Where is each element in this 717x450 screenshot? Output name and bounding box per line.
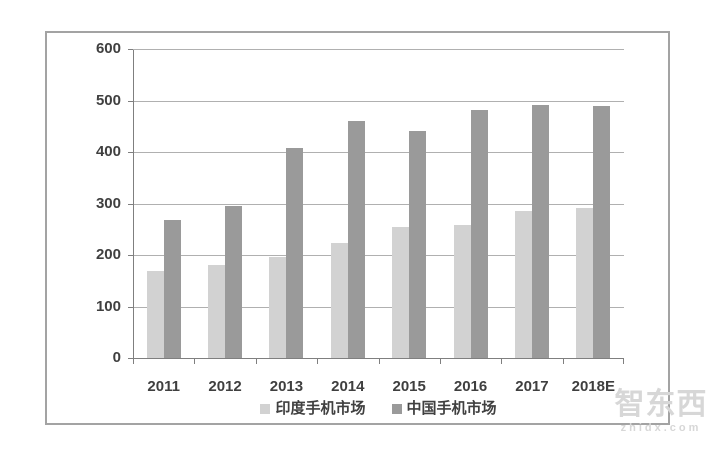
x-axis-tick-7	[563, 359, 564, 364]
bar-india-2015	[392, 227, 409, 359]
x-axis-tick-5	[440, 359, 441, 364]
bar-india-2017	[515, 211, 532, 359]
bar-india-2012	[208, 265, 225, 359]
y-axis-tick-500	[128, 100, 133, 102]
x-axis-tick-3	[317, 359, 318, 364]
bar-india-2018E	[576, 208, 593, 359]
y-axis-tick-400	[128, 152, 133, 153]
chart-container: 0 100 200 300 400 500 600 2011 2012 2013 2014 2015 2…	[45, 31, 670, 425]
legend-item-china: 中国手机市场	[391, 400, 497, 417]
india-series-swatch	[260, 404, 271, 414]
legend-label-china: 中国手机市场	[406, 400, 497, 417]
y-axis-tick-label-400: 400	[95, 143, 121, 160]
y-axis-tick-label-100: 100	[95, 297, 121, 315]
gridline-100	[133, 306, 624, 308]
y-axis-tick-label-300: 300	[95, 194, 121, 212]
x-axis-tick-4	[379, 359, 380, 364]
y-axis-line	[133, 50, 134, 364]
bar-china-2015	[409, 131, 426, 359]
bar-china-2018E	[593, 106, 610, 359]
bar-china-2017	[532, 105, 549, 359]
plot-area: 0 100 200 300 400 500 600 2011 2012 2013 2014 2015 2…	[96, 40, 624, 395]
y-axis-tick-label-200: 200	[95, 246, 121, 263]
x-axis-tick-6	[501, 359, 502, 364]
x-axis-tick-8	[623, 359, 624, 364]
x-axis-label-2011: 2011	[147, 378, 180, 395]
y-axis-tick-300	[128, 203, 133, 205]
y-axis-tick-100	[128, 306, 133, 308]
legend-item-india: 印度手机市场	[260, 400, 366, 417]
y-axis-tick-label-600: 600	[95, 40, 121, 57]
china-series-swatch	[391, 404, 402, 414]
x-axis-label-2017: 2017	[515, 378, 549, 395]
bar-china-2011	[164, 220, 181, 359]
bar-china-2013	[286, 148, 303, 359]
y-axis-tick-label-500: 500	[95, 91, 121, 109]
x-axis-tick-2	[256, 359, 257, 364]
x-axis-tick-1	[194, 359, 195, 364]
x-axis-label-2012: 2012	[208, 378, 242, 395]
y-axis-tick-200	[128, 255, 133, 256]
gridline-600	[133, 49, 624, 50]
bar-china-2016	[471, 110, 488, 359]
chart-legend: 印度手机市场 中国手机市场	[133, 401, 624, 417]
gridline-200	[133, 255, 624, 256]
x-axis-label-2015: 2015	[392, 378, 426, 395]
y-axis-tick-0	[128, 358, 133, 359]
x-axis-label-2018E: 2018E	[571, 378, 615, 395]
x-axis-label-2014: 2014	[331, 378, 365, 395]
legend-label-india: 印度手机市场	[275, 400, 366, 417]
bar-china-2012	[225, 206, 242, 359]
bar-india-2011	[147, 271, 164, 359]
bar-india-2013	[269, 257, 286, 359]
y-axis-tick-600	[128, 49, 133, 50]
x-axis-label-2013: 2013	[269, 378, 304, 395]
gridline-500	[133, 100, 624, 102]
gridline-400	[133, 152, 624, 153]
x-axis-label-2016: 2016	[453, 378, 488, 395]
bar-india-2014	[331, 243, 348, 359]
x-axis-line	[133, 358, 624, 359]
bar-china-2014	[348, 121, 365, 359]
bar-india-2016	[454, 225, 471, 359]
gridline-300	[133, 203, 624, 205]
y-axis-tick-label-0: 0	[112, 349, 121, 366]
